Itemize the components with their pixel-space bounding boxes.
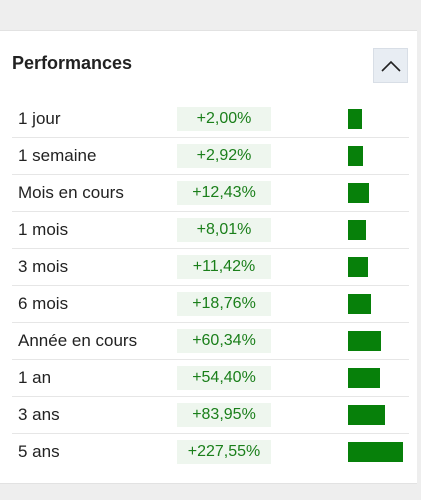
performance-bar-track — [348, 331, 406, 351]
performance-row: 3 ans +83,95% — [12, 397, 409, 434]
performance-bar-track — [348, 294, 406, 314]
performance-bar — [348, 220, 366, 240]
performance-bar — [348, 368, 380, 388]
performance-value: +54,40% — [177, 366, 271, 390]
performance-value: +8,01% — [177, 218, 271, 242]
period-label: 6 mois — [18, 294, 69, 313]
period-label: Mois en cours — [18, 183, 124, 202]
performance-bar-track — [348, 257, 406, 277]
performance-bar-track — [348, 405, 406, 425]
period-label: Année en cours — [18, 331, 138, 350]
panel-title: Performances — [12, 53, 133, 73]
performance-value: +83,95% — [177, 403, 271, 427]
collapse-button[interactable] — [373, 48, 408, 83]
performance-value: +18,76% — [177, 292, 271, 316]
performance-value: +60,34% — [177, 329, 271, 353]
panel-header: Performances — [0, 31, 417, 101]
performance-bar — [348, 405, 385, 425]
performance-bar — [348, 109, 362, 129]
chevron-up-icon — [380, 60, 401, 72]
performance-bar — [348, 442, 403, 462]
performance-bar-track — [348, 183, 406, 203]
period-label: 1 an — [18, 368, 52, 387]
performance-bar — [348, 294, 371, 314]
period-label: 1 jour — [18, 109, 61, 128]
performance-row: 1 jour +2,00% — [12, 101, 409, 138]
performance-row: 1 mois +8,01% — [12, 212, 409, 249]
performance-row: 3 mois +11,42% — [12, 249, 409, 286]
period-label: 5 ans — [18, 442, 60, 461]
performance-row: 5 ans +227,55% — [12, 434, 409, 471]
performance-row: 1 semaine +2,92% — [12, 138, 409, 175]
performance-panel: Performances 1 jour +2,00% 1 semaine +2,92%… — [0, 30, 417, 484]
performance-list: 1 jour +2,00% 1 semaine +2,92% Mois en cours… — [12, 101, 409, 471]
period-label: 1 mois — [18, 220, 69, 239]
performance-value: +2,92% — [177, 144, 271, 168]
performance-bar-track — [348, 368, 406, 388]
performance-bar-track — [348, 146, 406, 166]
performance-bar-track — [348, 109, 406, 129]
performance-bar — [348, 146, 363, 166]
performance-value: +12,43% — [177, 181, 271, 205]
period-label: 3 mois — [18, 257, 69, 276]
performance-row: 6 mois +18,76% — [12, 286, 409, 323]
period-label: 1 semaine — [18, 146, 97, 165]
performance-row: 1 an +54,40% — [12, 360, 409, 397]
performance-bar — [348, 183, 369, 203]
performance-bar — [348, 331, 381, 351]
performance-value: +227,55% — [177, 440, 271, 464]
performance-value: +2,00% — [177, 107, 271, 131]
period-label: 3 ans — [18, 405, 60, 424]
performance-row: Mois en cours +12,43% — [12, 175, 409, 212]
performance-bar-track — [348, 220, 406, 240]
performance-bar-track — [348, 442, 406, 462]
performance-bar — [348, 257, 368, 277]
performance-value: +11,42% — [177, 255, 271, 279]
performance-row: Année en cours +60,34% — [12, 323, 409, 360]
